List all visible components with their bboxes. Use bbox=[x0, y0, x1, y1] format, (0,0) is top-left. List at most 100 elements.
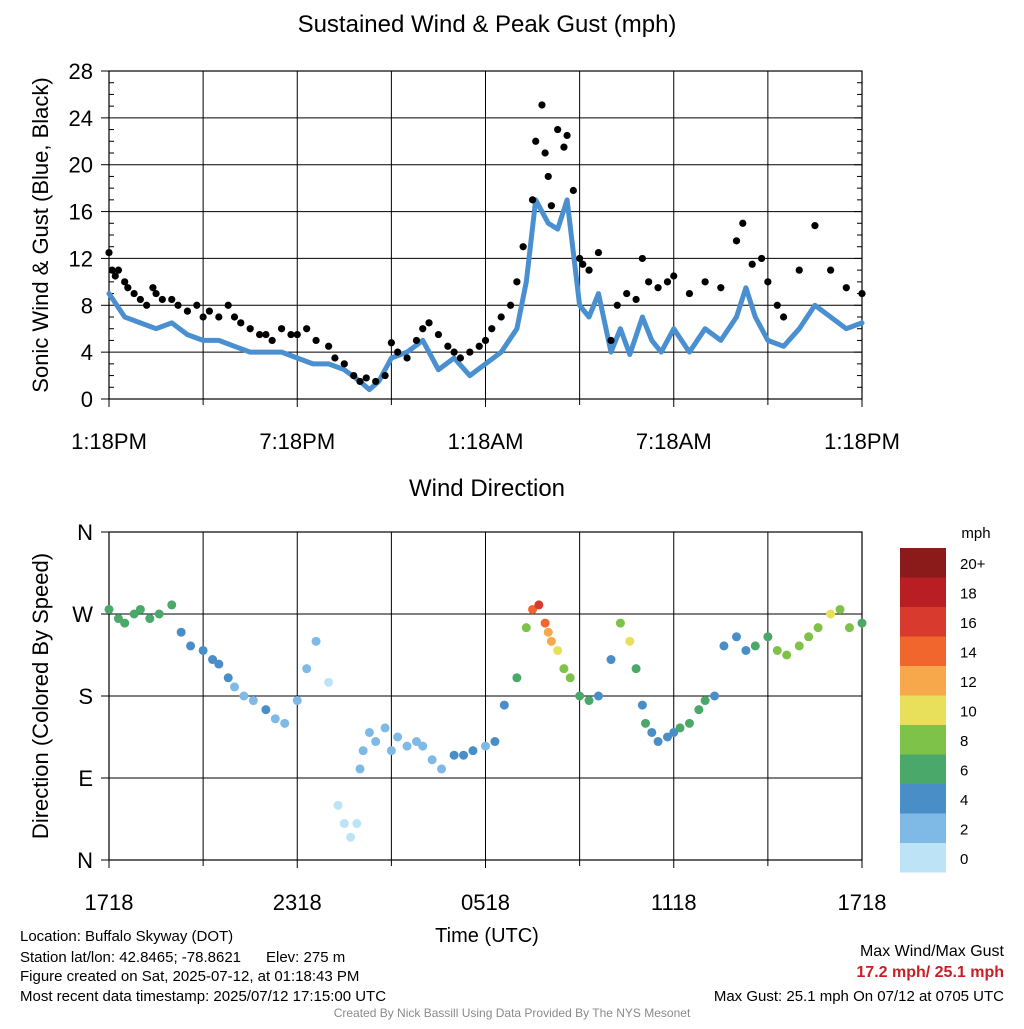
gust-point bbox=[795, 266, 803, 274]
direction-point bbox=[565, 673, 575, 683]
direction-point bbox=[437, 764, 447, 774]
gust-point bbox=[387, 339, 395, 347]
gust-point bbox=[547, 202, 555, 210]
colorbar-swatch bbox=[900, 636, 946, 666]
direction-point bbox=[719, 641, 729, 651]
direction-point bbox=[741, 645, 751, 655]
gust-point bbox=[544, 172, 552, 181]
gust-point bbox=[312, 336, 320, 345]
direction-point bbox=[418, 741, 428, 751]
gust-point bbox=[842, 284, 850, 292]
gust-point bbox=[372, 377, 380, 386]
colorbar-swatch bbox=[900, 813, 946, 843]
gust-point bbox=[262, 330, 270, 339]
direction-point bbox=[214, 659, 224, 669]
gust-point bbox=[136, 295, 144, 304]
gust-point bbox=[758, 254, 766, 263]
direction-point bbox=[135, 604, 145, 614]
direction-point bbox=[641, 718, 651, 728]
direction-point bbox=[490, 737, 500, 747]
gust-point bbox=[748, 260, 756, 268]
footer-station: Station lat/lon: 42.8465; -78.8621 Elev:… bbox=[20, 949, 346, 966]
direction-point bbox=[154, 609, 164, 619]
gust-point bbox=[528, 196, 537, 204]
gust-point bbox=[538, 101, 546, 109]
gust-point bbox=[827, 266, 835, 274]
gust-point bbox=[434, 330, 443, 339]
gust-point bbox=[111, 272, 119, 280]
colorbar-label: 14 bbox=[960, 645, 977, 662]
max-gust-note: Max Gust: 25.1 mph On 07/12 at 0705 UTC bbox=[713, 988, 1004, 1005]
direction-point bbox=[380, 723, 390, 733]
direction-point bbox=[499, 700, 509, 710]
direction-point bbox=[333, 800, 343, 810]
direction-point bbox=[804, 632, 814, 642]
x-tick-label: 1118 bbox=[651, 890, 697, 915]
direction-point bbox=[352, 819, 362, 829]
direction-point bbox=[120, 618, 130, 628]
gust-point bbox=[224, 301, 232, 309]
gust-point bbox=[412, 336, 421, 345]
gust-point bbox=[268, 336, 276, 345]
y-tick-label: 12 bbox=[69, 246, 93, 271]
direction-point bbox=[750, 641, 760, 651]
gust-point bbox=[293, 330, 301, 339]
y-tick-label: 20 bbox=[69, 153, 93, 178]
y-tick-label: 8 bbox=[81, 293, 93, 318]
y-tick-label: N bbox=[77, 520, 93, 545]
colorbar-swatch bbox=[900, 754, 946, 784]
y-tick-label: W bbox=[72, 602, 93, 627]
direction-point bbox=[145, 614, 155, 624]
sustained-wind-line bbox=[106, 197, 865, 393]
colorbar-swatch bbox=[900, 548, 946, 578]
direction-point bbox=[521, 623, 531, 633]
x-tick-label: 2318 bbox=[273, 890, 322, 915]
direction-point bbox=[346, 832, 356, 842]
gust-point bbox=[114, 266, 123, 274]
x-tick-label: 7:18AM bbox=[636, 429, 712, 454]
colorbar-label: 0 bbox=[960, 851, 968, 868]
gust-point bbox=[488, 325, 496, 333]
y-tick-label: 16 bbox=[69, 200, 93, 225]
gust-point bbox=[450, 348, 458, 356]
gust-point bbox=[507, 301, 515, 309]
gust-point bbox=[124, 284, 132, 292]
direction-point bbox=[449, 750, 459, 760]
gust-point bbox=[256, 330, 264, 339]
footer-created: Figure created on Sat, 2025-07-12, at 01… bbox=[20, 968, 360, 985]
gust-point bbox=[303, 325, 311, 333]
gust-point bbox=[563, 131, 571, 140]
gust-point bbox=[419, 325, 427, 333]
direction-point bbox=[653, 737, 663, 747]
gust-point bbox=[645, 278, 653, 286]
gust-point bbox=[732, 237, 741, 245]
gust-point bbox=[613, 301, 621, 309]
gust-point bbox=[246, 325, 254, 333]
credit-text: Created By Nick Bassill Using Data Provi… bbox=[333, 1006, 691, 1020]
direction-point bbox=[364, 727, 374, 737]
direction-point bbox=[113, 614, 123, 624]
direction-point bbox=[371, 737, 381, 747]
gust-point bbox=[394, 348, 402, 356]
gust-point bbox=[199, 313, 207, 321]
direction-point bbox=[710, 691, 720, 701]
gust-point bbox=[381, 371, 389, 380]
direction-point bbox=[176, 627, 186, 637]
gust-point bbox=[623, 289, 631, 298]
gust-point bbox=[356, 377, 364, 386]
gust-point bbox=[444, 342, 452, 350]
gust-point bbox=[541, 149, 549, 157]
direction-point bbox=[546, 636, 556, 646]
gust-point bbox=[466, 348, 474, 356]
x-tick-label: 1:18PM bbox=[71, 429, 147, 454]
direction-point bbox=[662, 732, 672, 742]
direction-point bbox=[844, 623, 854, 633]
x-tick-label: 0518 bbox=[461, 890, 510, 915]
gust-point bbox=[739, 219, 747, 227]
direction-point bbox=[402, 741, 412, 751]
direction-point bbox=[631, 664, 641, 674]
gust-point bbox=[811, 222, 819, 230]
gust-point bbox=[638, 254, 646, 263]
gust-point bbox=[193, 301, 201, 309]
